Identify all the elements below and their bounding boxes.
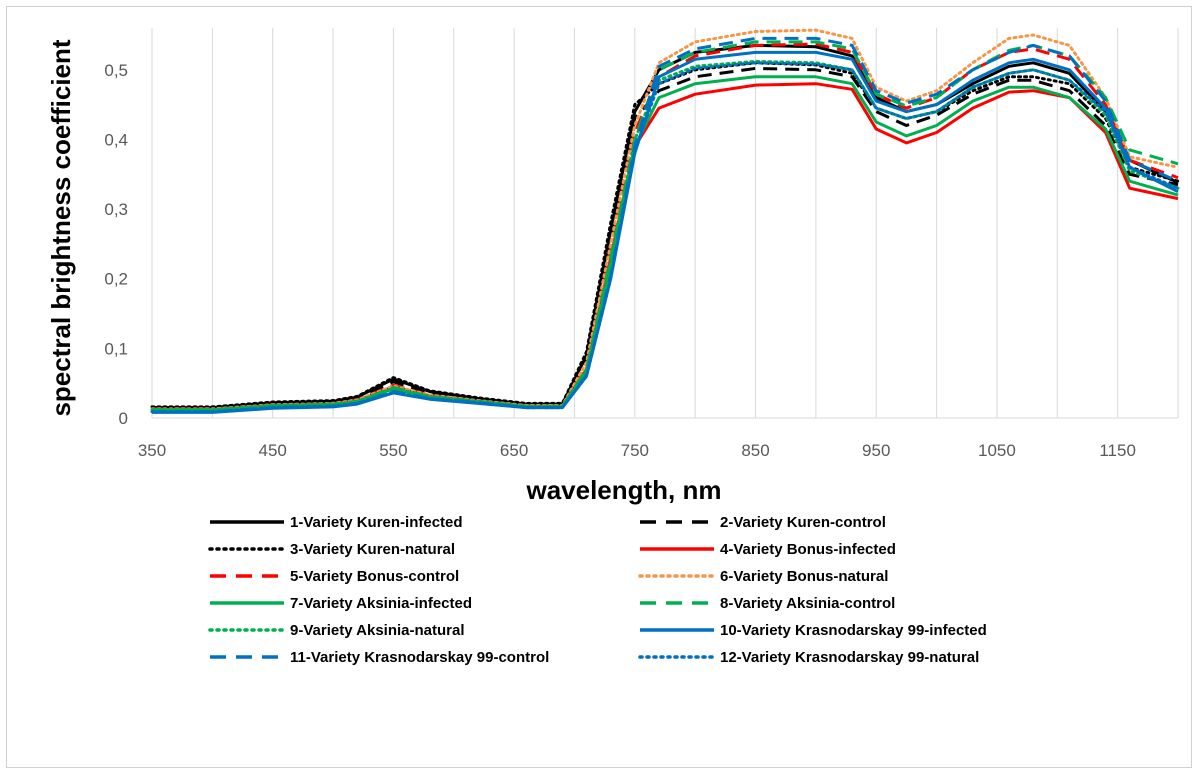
- x-tick-label: 350: [138, 441, 166, 460]
- series-line-9: [150, 59, 1180, 412]
- y-tick-label: 0: [119, 409, 128, 428]
- legend: 1-Variety Kuren-infected 2-Variety Kuren-…: [208, 514, 987, 666]
- legend-label: 6-Variety Bonus-natural: [720, 568, 888, 585]
- legend-label: 1-Variety Kuren-infected: [290, 514, 463, 531]
- x-tick-labels: 350 450 550 650 750 850 950 1050 1150: [138, 441, 1136, 460]
- x-tick-label: 1150: [1099, 441, 1136, 460]
- legend-label: 2-Variety Kuren-control: [720, 514, 886, 531]
- series-line-2: [152, 66, 1179, 410]
- y-tick-label: 0,5: [104, 61, 128, 80]
- legend-label: 9-Variety Aksinia-natural: [290, 622, 465, 639]
- legend-label: 12-Variety Krasnodarskay 99-natural: [720, 649, 979, 666]
- y-tick-label: 0,1: [104, 339, 128, 358]
- legend-label: 5-Variety Bonus-control: [290, 568, 459, 585]
- legend-label: 4-Variety Bonus-infected: [720, 541, 896, 558]
- x-axis-title: wavelength, nm: [525, 475, 721, 505]
- y-tick-label: 0,3: [104, 200, 128, 219]
- x-tick-label: 750: [621, 441, 649, 460]
- y-tick-label: 0,4: [104, 130, 128, 149]
- legend-label: 7-Variety Aksinia-infected: [290, 595, 472, 612]
- chart-frame: [6, 6, 1192, 768]
- x-tick-label: 650: [500, 441, 528, 460]
- legend-label: 11-Variety Krasnodarskay 99-control: [290, 649, 549, 666]
- series-line-8: [152, 40, 1179, 412]
- series-line-7: [152, 75, 1179, 412]
- series-line-4: [152, 82, 1179, 412]
- x-tick-label: 550: [379, 441, 407, 460]
- series-line-5: [152, 42, 1179, 411]
- x-tick-label: 1050: [978, 441, 1016, 460]
- legend-label: 10-Variety Krasnodarskay 99-infected: [720, 622, 987, 639]
- y-tick-label: 0,2: [104, 270, 128, 289]
- x-tick-label: 950: [862, 441, 890, 460]
- legend-label: 3-Variety Kuren-natural: [290, 541, 455, 558]
- series-line-12: [150, 61, 1180, 414]
- x-tick-label: 850: [741, 441, 769, 460]
- legend-label: 8-Variety Aksinia-control: [720, 595, 895, 612]
- series-line-1: [152, 43, 1179, 410]
- series-line-3: [150, 61, 1180, 409]
- y-tick-labels: 0 0,1 0,2 0,3 0,4 0,5: [104, 61, 128, 428]
- y-axis-title: spectral brightness coefficient: [46, 39, 76, 416]
- series-lines: [150, 28, 1180, 414]
- x-tick-label: 450: [259, 441, 287, 460]
